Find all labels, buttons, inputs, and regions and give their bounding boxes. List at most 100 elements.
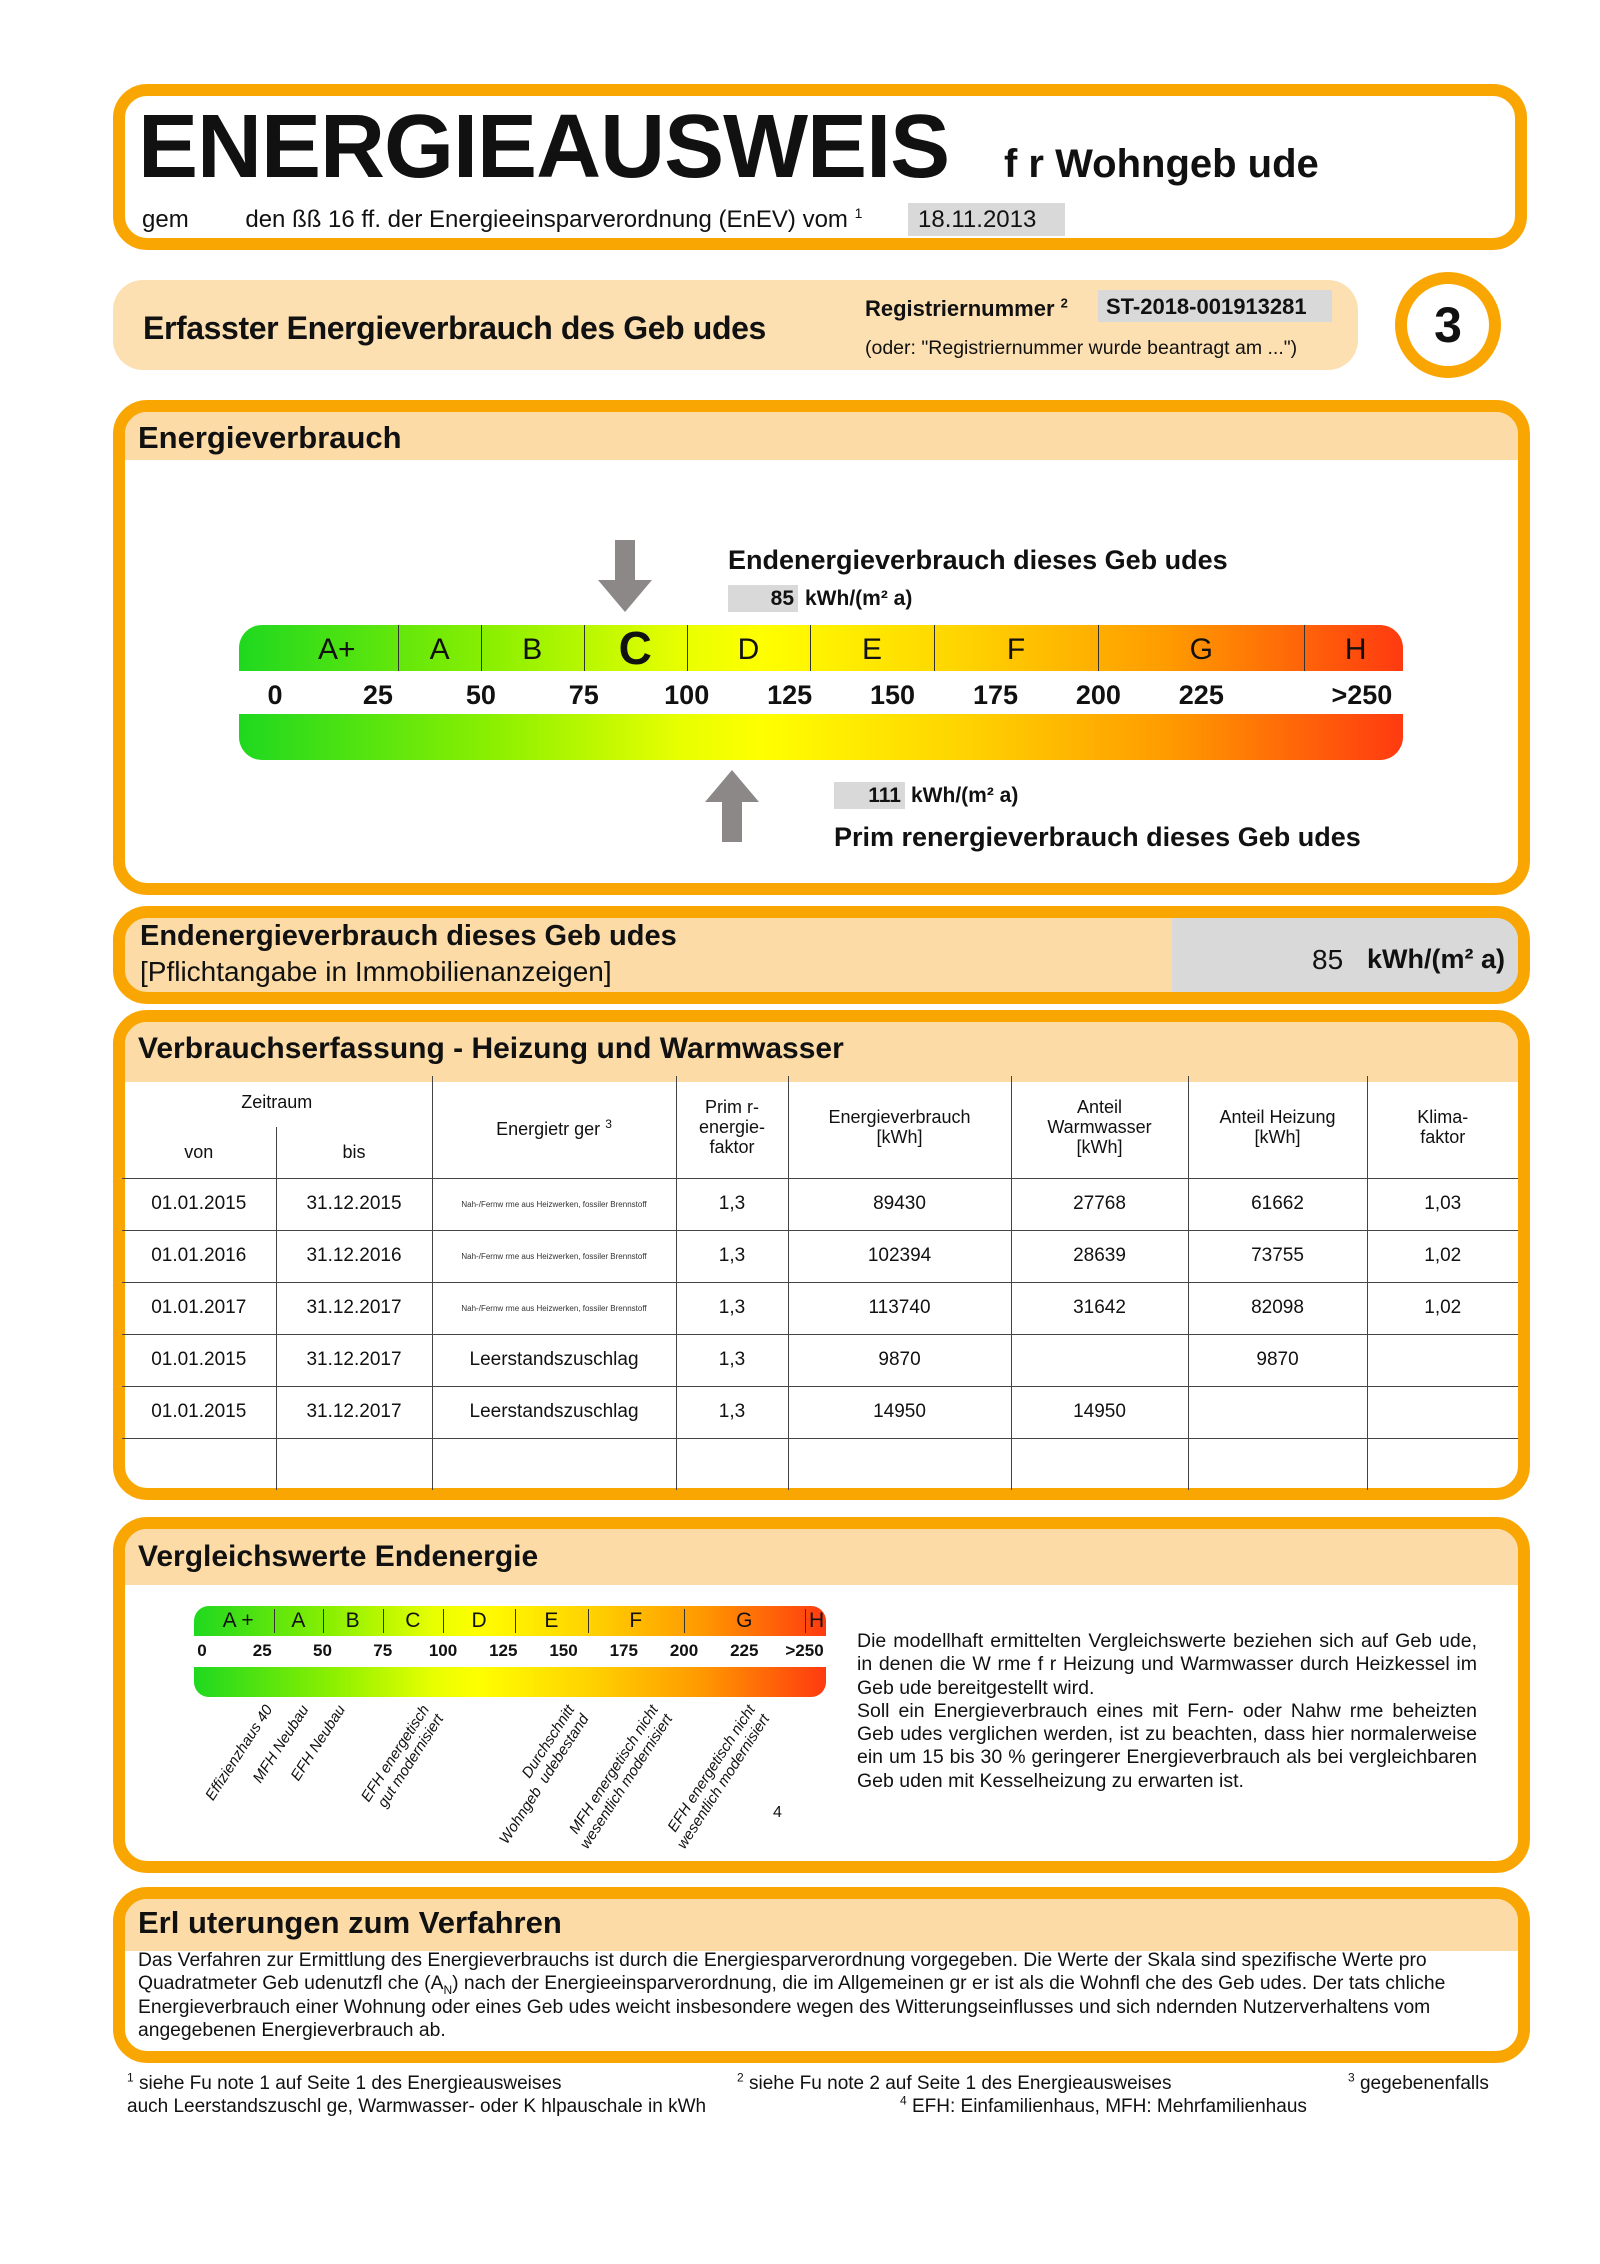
- cell-bis: 31.12.2017: [275, 1281, 433, 1335]
- tick-label: >250: [785, 1641, 824, 1660]
- erlaeuterung-text: Das Verfahren zur Ermittlung des Energie…: [138, 1949, 1498, 2042]
- class-label-B: B: [522, 633, 543, 666]
- header-faktor: Prim r- energie- faktor: [675, 1076, 789, 1179]
- energieverbrauch-title: Energieverbrauch: [138, 420, 402, 455]
- cell-heizung: 82098: [1187, 1281, 1368, 1335]
- pflicht-value: 85: [1312, 944, 1344, 975]
- table-row: [122, 1437, 1519, 1490]
- cell-faktor: 1,3: [675, 1177, 789, 1231]
- class-divider: [322, 1609, 324, 1633]
- table-row: 01.01.2015 31.12.2015 Nah-/Fernw rme aus H…: [122, 1177, 1519, 1231]
- cell-warmwasser: 14950: [1010, 1385, 1189, 1439]
- cell-von: 01.01.2015: [122, 1385, 277, 1439]
- primary-energy-unit: kWh/(m² a): [911, 784, 1019, 807]
- cell-heizung: [1187, 1437, 1368, 1490]
- footnote-3: 3 gegebenenfalls: [1348, 2072, 1489, 2094]
- f3-text: gegebenenfalls: [1359, 2073, 1489, 2094]
- class-label: D: [471, 1609, 487, 1632]
- cell-warmwasser: 28639: [1010, 1229, 1189, 1283]
- table-row: 01.01.2015 31.12.2017 Leerstandszuschlag 1,…: [122, 1333, 1519, 1387]
- page-number: 3: [1434, 297, 1462, 353]
- tick-label: 125: [489, 1641, 518, 1660]
- cell-klimafaktor: 1,02: [1366, 1281, 1519, 1335]
- f4-sup: 4: [900, 2093, 907, 2108]
- cell-energietraeger: [431, 1437, 677, 1490]
- tick-label: 100: [428, 1641, 458, 1660]
- reg-label-text: Registriernummer: [865, 296, 1055, 321]
- date-field: 18.11.2013: [908, 203, 1065, 236]
- legal-prefix: gem: [142, 206, 189, 233]
- cell-von: 01.01.2015: [122, 1333, 277, 1387]
- f2-sup: 2: [737, 2070, 744, 2085]
- cell-warmwasser: 27768: [1010, 1177, 1189, 1231]
- class-label-H: H: [1344, 633, 1367, 666]
- table-row: 01.01.2017 31.12.2017 Nah-/Fernw rme aus H…: [122, 1281, 1519, 1335]
- vergleich-title: Vergleichswerte Endenergie: [138, 1540, 539, 1573]
- tick-label: 175: [972, 680, 1018, 710]
- class-label: H: [808, 1609, 825, 1632]
- cell-energietraeger: Nah-/Fernw rme aus Heizwerken, fossiler …: [431, 1281, 677, 1335]
- cell-bis: 31.12.2016: [275, 1229, 433, 1283]
- tick-label: 25: [362, 680, 393, 710]
- class-divider: [583, 625, 585, 671]
- footnote-1: 1 siehe Fu note 1 auf Seite 1 des Energi…: [127, 2070, 562, 2094]
- vergleich-footnote-mark: 4: [773, 1804, 782, 1821]
- class-label: E: [544, 1609, 559, 1632]
- cell-heizung: 9870: [1187, 1333, 1368, 1387]
- tick-label: 25: [252, 1641, 272, 1660]
- class-divider: [480, 625, 482, 671]
- tick-label: 75: [373, 1641, 393, 1660]
- cell-energieverbrauch: 14950: [787, 1385, 1012, 1439]
- header-warmwasser: Anteil Warmwasser [kWh]: [1010, 1076, 1189, 1179]
- pflicht-unit: kWh/(m² a): [1367, 944, 1505, 974]
- table-row: 01.01.2016 31.12.2016 Nah-/Fernw rme aus H…: [122, 1229, 1519, 1283]
- tick-label: 200: [1075, 680, 1121, 710]
- primary-energy-arrow-up-icon: [704, 770, 759, 842]
- class-divider: [1098, 625, 1100, 671]
- footnote-3b: auch Leerstandszuschl ge, Warmwasser- od…: [127, 2096, 707, 2117]
- legal-line: gem den ßß 16 ff. der Energieeinsparvero…: [142, 206, 862, 234]
- legal-sup: 1: [854, 205, 863, 221]
- reg-label: Registriernummer 2: [865, 296, 1068, 322]
- cell-energieverbrauch: 89430: [787, 1177, 1012, 1231]
- tick-label: 125: [767, 680, 813, 710]
- end-energy-value: 85: [728, 585, 798, 612]
- class-divider: [686, 625, 688, 671]
- cell-energieverbrauch: [787, 1437, 1012, 1490]
- class-label: G: [736, 1609, 753, 1632]
- cell-bis: [275, 1437, 433, 1490]
- cell-faktor: 1,3: [675, 1281, 789, 1335]
- cell-von: 01.01.2016: [122, 1229, 277, 1283]
- pflicht-box: [113, 906, 1530, 1004]
- erlaeuterung-text-a: Das Verfahren zur Ermittlung des Energie…: [138, 1950, 1427, 1995]
- vergleich-text: Die modellhaft ermittelten Vergleichswer…: [857, 1630, 1477, 1793]
- class-label-A: A: [429, 633, 450, 666]
- scale-class-bar: A+ A B C D E F G H: [239, 622, 1404, 674]
- end-energy-label: Endenergieverbrauch dieses Geb udes: [728, 545, 1228, 575]
- class-divider: [804, 1609, 806, 1633]
- f1-text: siehe Fu note 1 auf Seite 1 des Energiea…: [138, 2073, 562, 2094]
- legal-text: den ßß 16 ff. der Energieeinsparverordnu…: [245, 206, 848, 233]
- cell-von: [122, 1437, 277, 1490]
- page-subtitle: f r Wohngeb ude: [1004, 142, 1319, 186]
- class-label-A+: A+: [317, 633, 356, 666]
- header-traeger-text: Energietr ger: [496, 1119, 601, 1140]
- class-divider: [587, 1609, 589, 1633]
- f1-sup: 1: [127, 2070, 134, 2085]
- end-energy-unit: kWh/(m² a): [805, 587, 913, 610]
- tick-label: 175: [609, 1641, 638, 1660]
- header-zeitraum: Zeitraum: [122, 1076, 433, 1127]
- tick-label: 225: [1178, 680, 1224, 710]
- tick-label: 50: [465, 680, 496, 710]
- cell-klimafaktor: 1,03: [1366, 1177, 1519, 1231]
- tick-label: 0: [197, 1641, 207, 1660]
- header-bis: bis: [275, 1127, 433, 1179]
- page-number-badge: 3: [1395, 272, 1501, 378]
- table-row: 01.01.2015 31.12.2017 Leerstandszuschlag 1,…: [122, 1385, 1519, 1439]
- class-divider: [933, 625, 935, 671]
- header-von: von: [122, 1127, 277, 1179]
- vergleich-text-2: Soll ein Energieverbrauch eines mit Fern…: [857, 1699, 1477, 1792]
- class-label: A: [291, 1609, 306, 1632]
- class-label-F: F: [1006, 633, 1026, 666]
- cell-faktor: 1,3: [675, 1333, 789, 1387]
